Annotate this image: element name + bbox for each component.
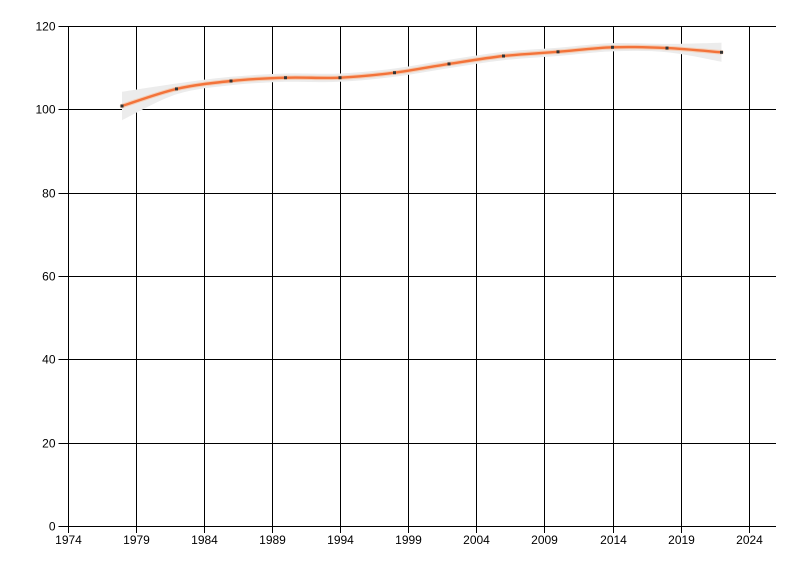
x-tick-label: 1974 [55,533,82,547]
y-tick-label: 60 [42,270,56,284]
axis-labels: 0 20 40 60 80 100 120 1974 1979 1984 1989 1994 1999 2… [35,20,763,548]
data-point-marker [665,46,669,50]
y-tick-label: 100 [35,103,55,117]
y-tick-label: 80 [42,187,56,201]
data-point-marker [393,71,396,75]
x-tick-label: 2019 [668,533,695,547]
data-point-marker [556,50,560,54]
y-tick-label: 0 [49,520,56,534]
data-point-marker [611,45,614,49]
data-point-markers [120,45,723,108]
data-point-marker [284,76,287,80]
y-tick-label: 40 [42,353,56,367]
x-tick-label: 2009 [531,533,558,547]
data-point-marker [338,76,342,80]
x-tick-label: 1979 [123,533,150,547]
y-tick-label: 20 [42,437,56,451]
data-point-marker [502,54,505,58]
x-tick-label: 1994 [327,533,354,547]
y-tick-label: 120 [35,20,55,34]
x-tick-label: 1989 [259,533,286,547]
data-point-marker [229,79,233,83]
data-point-marker [720,50,723,54]
x-tick-label: 1999 [395,533,422,547]
x-tick-label: 2014 [600,533,627,547]
data-point-marker [175,87,178,91]
x-tick-label: 2024 [736,533,763,547]
data-point-marker [120,104,124,108]
series-line [120,45,723,108]
grid-lines [58,26,776,533]
x-tick-label: 1984 [191,533,218,547]
data-point-marker [447,62,451,66]
x-tick-label: 2004 [463,533,490,547]
